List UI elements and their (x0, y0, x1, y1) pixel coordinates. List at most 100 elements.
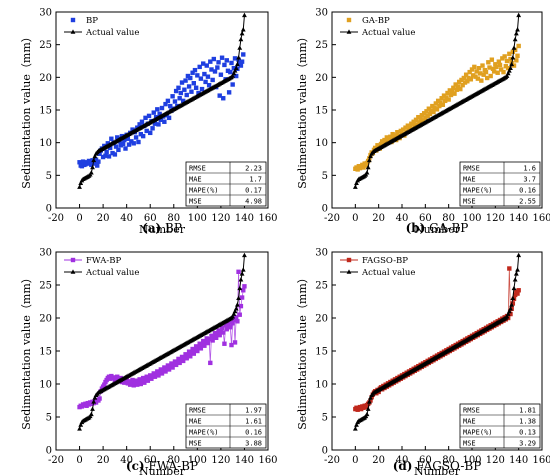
prediction-point (498, 67, 504, 72)
prediction-point (510, 49, 516, 55)
prediction-point (177, 96, 182, 101)
prediction-point (103, 153, 108, 158)
prediction-point (480, 63, 485, 68)
prediction-point (172, 99, 178, 104)
y-tick-label: 25 (315, 40, 328, 51)
chart-panel: -20 0 20 40 60 80 100 120 140 160051015202530Numb… (296, 248, 550, 476)
prediction-point (137, 122, 142, 127)
actual-point (506, 308, 512, 314)
prediction-point (487, 65, 492, 70)
x-tick-label: 100 (188, 455, 207, 466)
actual-point (510, 55, 516, 60)
prediction-point (186, 84, 192, 89)
actual-point (364, 411, 370, 417)
y-axis-label: Sedimentation value（mm） (20, 272, 33, 430)
prediction-point (156, 373, 161, 378)
prediction-point (507, 51, 512, 57)
prediction-point (172, 359, 178, 364)
prediction-point (413, 117, 419, 122)
y-tick-label: 5 (322, 171, 328, 182)
x-tick-label: 0 (352, 213, 358, 224)
y-tick-label: 15 (39, 347, 52, 358)
prediction-point (173, 362, 179, 368)
prediction-point (412, 123, 418, 128)
prediction-point (193, 344, 199, 349)
prediction-point (219, 325, 225, 331)
actual-point (515, 27, 520, 32)
actual-point (511, 285, 517, 291)
prediction-point (239, 59, 245, 64)
prediction-point (120, 141, 126, 147)
prediction-point (512, 47, 518, 53)
prediction-point (186, 349, 192, 354)
x-tick-label: 80 (167, 455, 180, 466)
prediction-point (378, 141, 384, 147)
actual-point (233, 306, 239, 311)
legend-prediction-marker (346, 17, 352, 23)
prediction-point (77, 160, 82, 165)
actual-point (78, 422, 84, 427)
prediction-point (229, 60, 234, 66)
chart-panel: -20 0 20 40 60 80 100 120 140 160051015202530Numb… (296, 8, 550, 237)
legend-actual-label: Actual value (361, 28, 415, 38)
prediction-point (110, 150, 115, 156)
prediction-point (159, 371, 165, 376)
prediction-point (96, 159, 101, 164)
prediction-point (118, 143, 123, 148)
actual-point (508, 65, 513, 70)
prediction-point (201, 338, 206, 344)
actual-series (352, 12, 522, 189)
x-tick-label: 120 (486, 455, 505, 466)
prediction-point (222, 62, 227, 68)
prediction-point (430, 103, 435, 109)
x-tick-label: 160 (532, 455, 550, 466)
prediction-point (379, 139, 385, 144)
x-tick-label: 20 (97, 213, 110, 224)
prediction-point (210, 77, 215, 83)
legend-prediction-marker (70, 17, 76, 23)
actual-point (509, 302, 515, 307)
x-tick-label: -20 (324, 213, 340, 224)
prediction-point (219, 55, 225, 60)
metrics-table: RMSE 1.6 MAE 3.7 MAPE(%) 0.16 MSE 2.55 (459, 161, 541, 207)
prediction-point (157, 111, 162, 117)
prediction-point (232, 340, 238, 345)
prediction-point (193, 85, 199, 90)
prediction-point (235, 319, 240, 324)
actual-point (240, 267, 246, 272)
prediction-point (423, 115, 428, 121)
prediction-point (241, 52, 246, 57)
prediction-point (434, 107, 440, 112)
metric-name: MAE (189, 418, 202, 426)
actual-point (232, 68, 238, 73)
prediction-point (198, 346, 204, 351)
prediction-point (503, 64, 509, 69)
metric-value: 0.16 (519, 187, 536, 195)
y-tick-label: 20 (315, 73, 328, 84)
actual-point (236, 55, 241, 60)
prediction-point (239, 295, 245, 300)
prediction-point (409, 121, 414, 126)
prediction-point (145, 378, 151, 383)
x-tick-label: 20 (372, 455, 385, 466)
actual-point (368, 395, 373, 400)
prediction-point (363, 163, 369, 168)
prediction-point (508, 311, 513, 317)
prediction-point (144, 374, 149, 379)
prediction-point (420, 118, 426, 123)
x-tick-label: 120 (211, 213, 230, 224)
prediction-point (453, 82, 458, 87)
actual-point (238, 36, 244, 42)
prediction-point (407, 124, 413, 130)
prediction-point (144, 128, 149, 134)
prediction-point (490, 66, 496, 72)
prediction-point (512, 292, 518, 298)
chart-panel: -20 0 20 40 60 80 100 120 140 160051015202530Numb… (20, 8, 278, 237)
prediction-point (441, 93, 447, 98)
prediction-point (209, 333, 214, 339)
prediction-point (126, 142, 132, 147)
actual-series (77, 252, 247, 431)
caption-letter: (c) (126, 459, 145, 473)
actual-point (365, 406, 371, 411)
actual-point (505, 311, 511, 316)
